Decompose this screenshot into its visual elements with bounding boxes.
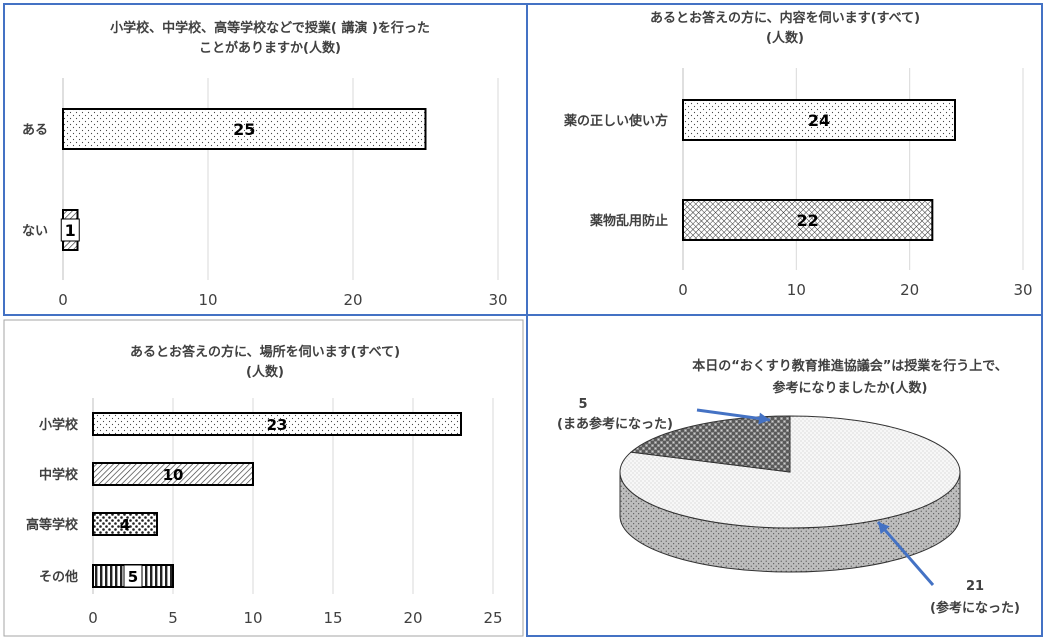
x-tick-label: 10 bbox=[787, 281, 806, 299]
bar bbox=[92, 412, 462, 436]
x-tick-label: 0 bbox=[88, 609, 98, 627]
pie-arrow-large-head bbox=[878, 522, 890, 535]
x-tick-label: 0 bbox=[678, 281, 688, 299]
pie-slice-small bbox=[629, 415, 791, 473]
bar bbox=[92, 512, 158, 536]
chart-1-plot: 0 10 20 30 ある 25 ない 1 bbox=[22, 78, 508, 309]
x-tick-label: 5 bbox=[168, 609, 178, 627]
data-label: 25 bbox=[233, 120, 255, 139]
x-tick-label: 30 bbox=[488, 291, 507, 309]
category-label: 薬物乱用防止 bbox=[589, 213, 668, 229]
bar bbox=[682, 99, 956, 141]
category-label: ある bbox=[22, 123, 48, 138]
category-label: 小学校 bbox=[39, 417, 79, 433]
chart-3: あるとお答えの方に、場所を伺います(すべて) (人数) 0 5 10 15 20 25 小学… bbox=[26, 344, 503, 627]
data-label: 22 bbox=[797, 211, 819, 230]
x-tick-label: 30 bbox=[1013, 281, 1032, 299]
chart-4-title-line-1: 本日の“おくすり教育推進協議会”は授業を行う上で、 bbox=[692, 358, 1008, 374]
x-tick-label: 10 bbox=[198, 291, 217, 309]
data-label: 1 bbox=[65, 221, 76, 240]
chart-4-title-line-2: 参考になりましたか(人数) bbox=[773, 380, 928, 396]
pie-label-small-name: (まあ参考になった) bbox=[557, 416, 673, 432]
chart-1: 小学校、中学校、高等学校などで授業( 講演 )を行った ことがありますか(人数)… bbox=[22, 20, 508, 309]
category-label: 高等学校 bbox=[26, 517, 79, 533]
category-label: その他 bbox=[39, 569, 78, 585]
bar bbox=[682, 199, 934, 241]
x-tick-label: 20 bbox=[900, 281, 919, 299]
x-tick-label: 20 bbox=[343, 291, 362, 309]
chart-2: あるとお答えの方に、内容を伺います(すべて) (人数) 0 10 20 30 薬の正しい… bbox=[563, 10, 1033, 299]
pie-label-small-value: 5 bbox=[578, 397, 587, 412]
bar bbox=[62, 108, 427, 150]
panel-frame-4 bbox=[526, 314, 1043, 637]
pie-plot bbox=[619, 408, 961, 586]
chart-3-title-line-1: あるとお答えの方に、場所を伺います(すべて) bbox=[130, 344, 400, 360]
chart-2-title-line-2: (人数) bbox=[766, 30, 804, 46]
x-tick-label: 20 bbox=[403, 609, 422, 627]
data-label: 23 bbox=[267, 416, 288, 434]
chart-2-title-line-1: あるとお答えの方に、内容を伺います(すべて) bbox=[650, 10, 920, 26]
pie-label-large-name: (参考になった) bbox=[930, 600, 1020, 616]
data-label: 4 bbox=[120, 516, 130, 534]
bar bbox=[92, 462, 254, 486]
chart-3-plot: 0 5 10 15 20 25 小学校 23 中学校 10 高等学校 4 その他 5 bbox=[26, 398, 503, 627]
x-tick-label: 0 bbox=[58, 291, 68, 309]
data-label: 24 bbox=[808, 111, 830, 130]
x-tick-label: 10 bbox=[243, 609, 262, 627]
x-tick-label: 15 bbox=[323, 609, 342, 627]
x-tick-label: 25 bbox=[483, 609, 502, 627]
pie-label-large-value: 21 bbox=[966, 579, 984, 594]
panel-frame-3 bbox=[3, 319, 524, 637]
data-label-box bbox=[123, 564, 143, 588]
category-label: 薬の正しい使い方 bbox=[563, 113, 668, 129]
data-label: 5 bbox=[128, 568, 138, 586]
chart-4: 本日の“おくすり教育推進協議会”は授業を行う上で、 参考になりましたか(人数) … bbox=[557, 358, 1020, 616]
chart-1-title-line-2: ことがありますか(人数) bbox=[199, 40, 341, 56]
panel-frame-2 bbox=[526, 3, 1043, 316]
chart-1-title-line-1: 小学校、中学校、高等学校などで授業( 講演 )を行った bbox=[110, 20, 430, 36]
data-label-box bbox=[60, 218, 80, 242]
category-label: 中学校 bbox=[39, 467, 79, 483]
category-label: ない bbox=[22, 224, 48, 239]
pie-arrow-large-shaft bbox=[876, 521, 935, 586]
pie-arrow-small-shaft bbox=[696, 408, 771, 422]
pie-arrow-small-head bbox=[758, 412, 770, 425]
data-label: 10 bbox=[163, 466, 184, 484]
chart-2-plot: 0 10 20 30 薬の正しい使い方 24 薬物乱用防止 22 bbox=[563, 68, 1033, 299]
chart-3-title-line-2: (人数) bbox=[246, 364, 284, 380]
